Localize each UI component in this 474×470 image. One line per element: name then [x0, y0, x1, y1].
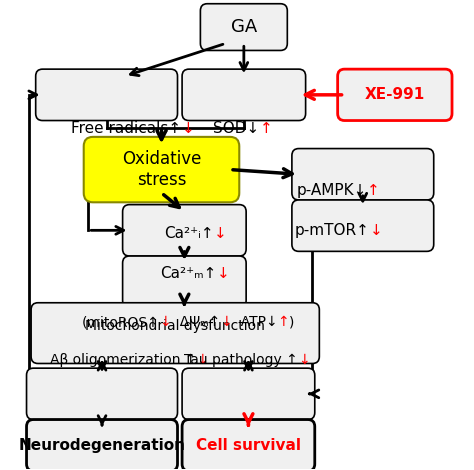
FancyBboxPatch shape [31, 303, 319, 363]
FancyBboxPatch shape [123, 256, 246, 307]
FancyBboxPatch shape [36, 69, 177, 120]
Text: p-mTOR↑: p-mTOR↑ [295, 223, 370, 238]
Text: Ca²⁺ᵢ↑: Ca²⁺ᵢ↑ [164, 226, 214, 241]
FancyBboxPatch shape [123, 204, 246, 256]
FancyBboxPatch shape [27, 368, 177, 420]
Text: ↓: ↓ [182, 121, 194, 136]
Text: (mitoROS↑: (mitoROS↑ [82, 315, 159, 329]
Text: ↓: ↓ [220, 315, 232, 329]
Text: ↓: ↓ [217, 266, 230, 281]
Text: ↓: ↓ [159, 315, 171, 329]
Text: ΔΨₘ↑: ΔΨₘ↑ [171, 315, 220, 329]
Text: ↓: ↓ [197, 353, 208, 368]
Text: ATP↓: ATP↓ [232, 315, 277, 329]
Text: ): ) [289, 315, 294, 329]
Text: Oxidative
stress: Oxidative stress [122, 150, 201, 189]
Text: ↓: ↓ [298, 353, 310, 368]
Text: Tau pathology ↑: Tau pathology ↑ [184, 353, 298, 368]
Text: Aβ oligomerization ↑: Aβ oligomerization ↑ [50, 353, 197, 368]
FancyBboxPatch shape [27, 420, 177, 470]
Text: ↑: ↑ [367, 183, 380, 198]
FancyBboxPatch shape [292, 200, 434, 251]
Text: Cell survival: Cell survival [196, 438, 301, 453]
FancyBboxPatch shape [84, 137, 239, 202]
Text: Mitochondrial dysfunction: Mitochondrial dysfunction [85, 319, 265, 333]
Text: Ca²⁺ₘ↑: Ca²⁺ₘ↑ [161, 266, 217, 281]
FancyBboxPatch shape [182, 420, 315, 470]
Text: Neurodegeneration: Neurodegeneration [18, 438, 185, 453]
Text: XE-991: XE-991 [365, 87, 425, 102]
Text: ↓: ↓ [370, 223, 382, 238]
Text: p-AMPK↓: p-AMPK↓ [297, 183, 367, 198]
Text: ↓: ↓ [214, 226, 227, 241]
FancyBboxPatch shape [182, 368, 315, 420]
FancyBboxPatch shape [182, 69, 306, 120]
FancyBboxPatch shape [292, 149, 434, 200]
Text: GA: GA [231, 18, 257, 36]
Text: ↑: ↑ [277, 315, 289, 329]
FancyBboxPatch shape [337, 69, 452, 120]
FancyBboxPatch shape [201, 4, 287, 50]
Text: ↑: ↑ [260, 121, 273, 136]
Text: SOD↓: SOD↓ [213, 121, 260, 136]
Text: Free radicals↑: Free radicals↑ [71, 121, 182, 136]
